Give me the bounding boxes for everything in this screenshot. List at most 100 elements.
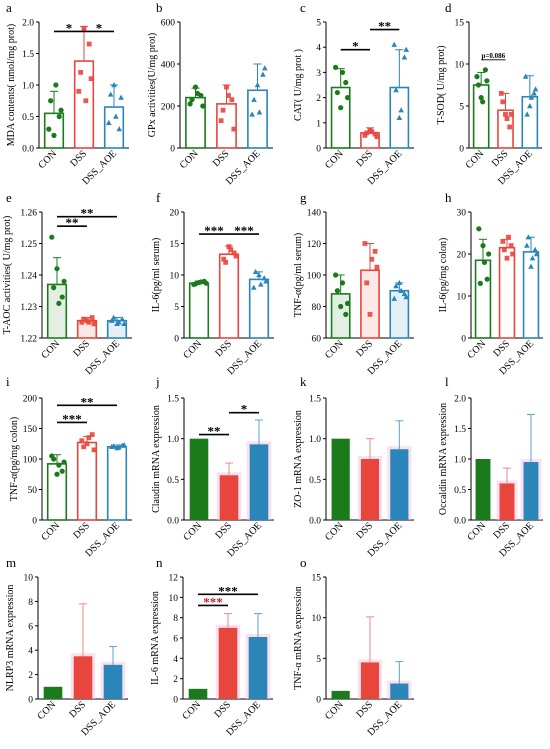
data-point (250, 284, 257, 290)
y-tick-label: 2 (316, 94, 321, 104)
y-tick-label: 5 (459, 103, 464, 113)
y-tick-label: 4 (28, 647, 33, 657)
data-point (344, 300, 351, 306)
data-point (108, 317, 115, 323)
data-point (396, 114, 403, 120)
y-tick-label: 0.5 (309, 476, 321, 486)
panel-label: f (156, 190, 161, 205)
y-axis-label: TNF-α(pg/mg colon) (9, 417, 20, 501)
y-tick-label: 15 (312, 574, 322, 584)
data-point (54, 266, 60, 272)
x-tick-label: DSS (67, 699, 88, 720)
y-axis-label: CAT( U/mg prot ) (293, 49, 304, 121)
data-point (231, 126, 237, 132)
y-tick-label: 6 (28, 622, 33, 632)
sig-label: * (352, 39, 359, 54)
data-point (478, 95, 484, 101)
data-point (58, 107, 64, 113)
data-point (508, 243, 514, 248)
data-point (338, 303, 344, 310)
bar (106, 445, 128, 521)
data-point (532, 246, 538, 252)
x-tick-label: DSS (354, 699, 375, 720)
y-tick-label: 0 (459, 145, 464, 155)
y-tick-label: 4 (316, 44, 321, 54)
data-point (403, 46, 410, 52)
y-tick-label: 1.0 (309, 435, 321, 445)
data-point (256, 272, 262, 278)
data-point (524, 111, 530, 117)
data-point (362, 241, 368, 246)
data-point (107, 91, 114, 97)
sig-label: ** (378, 19, 391, 34)
bar (103, 106, 125, 149)
panel-label: j (155, 374, 160, 389)
data-point (86, 435, 92, 441)
y-axis-label: Occaldin mRNA expression (438, 403, 449, 515)
y-tick-label: 140 (307, 209, 322, 219)
data-point (116, 126, 123, 132)
bar (249, 444, 269, 520)
sig-label: *** (62, 411, 82, 426)
data-point (334, 288, 340, 294)
x-tick-label: DSS (354, 520, 375, 541)
data-point (484, 78, 490, 84)
y-tick-label: 10 (169, 594, 179, 604)
panel-label: d (445, 0, 452, 15)
data-point (501, 247, 507, 253)
sig-label: *** (204, 223, 224, 238)
data-point (369, 256, 375, 262)
bar (43, 686, 63, 699)
bar (103, 664, 123, 699)
bar (331, 690, 350, 699)
sig-label: * (66, 20, 73, 35)
bar (390, 683, 409, 699)
y-tick-label: 0.0 (167, 517, 179, 527)
y-tick-label: 100 (307, 272, 322, 282)
bar (331, 438, 350, 520)
data-point (338, 105, 344, 111)
data-point (339, 280, 346, 286)
bar (218, 253, 240, 339)
y-tick-label: 1.24 (20, 272, 37, 282)
y-axis-label: T-AOC activities( U/mg prot) (2, 216, 13, 335)
data-point (393, 283, 399, 289)
bar (360, 269, 380, 339)
y-tick-label: 30 (457, 209, 467, 219)
y-tick-label: 0 (174, 335, 179, 345)
data-point (529, 255, 536, 261)
y-axis-label: ZO-1 mRNA expression (293, 410, 304, 508)
data-point (367, 311, 373, 317)
data-point (364, 280, 370, 286)
data-point (228, 247, 234, 253)
panel-label: m (6, 555, 16, 570)
data-point (51, 456, 57, 462)
data-point (506, 234, 511, 240)
panel-label: g (300, 190, 307, 205)
data-point (233, 253, 239, 259)
data-point (110, 314, 117, 320)
data-point (480, 243, 486, 249)
y-tick-label: 15 (455, 19, 465, 29)
data-point (83, 98, 89, 104)
data-point (194, 90, 201, 96)
y-tick-label: 1.5 (454, 425, 466, 435)
y-tick-label: 2.0 (22, 19, 34, 29)
data-point (51, 132, 57, 138)
data-point (111, 82, 117, 88)
data-point (116, 444, 122, 450)
data-point (118, 94, 124, 100)
data-point (531, 90, 537, 96)
panel-j: j 0.0 0.5 1.0 1.5 Claudin mRNA expression CON D… (151, 374, 274, 559)
y-axis-label: GPx activities(U/mg prot) (147, 33, 158, 137)
x-tick-label: CON (39, 338, 62, 361)
x-tick-label: CON (323, 520, 346, 543)
data-point (261, 275, 268, 281)
data-point (482, 67, 488, 73)
x-tick-label: CON (465, 338, 488, 361)
x-tick-label: CON (181, 520, 204, 543)
